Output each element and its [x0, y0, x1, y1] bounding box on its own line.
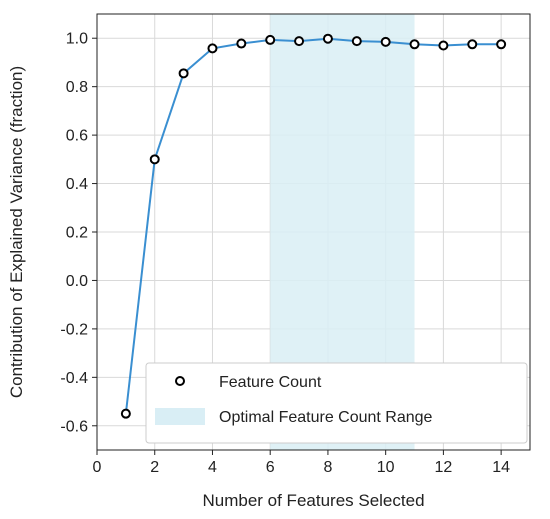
- data-point-4: [207, 43, 218, 54]
- x-tick-label-5: 10: [377, 459, 395, 476]
- y-tick-label-7: 0.8: [66, 79, 88, 96]
- y-tick-label-0: -0.6: [60, 418, 88, 435]
- y-tick-label-5: 0.4: [66, 176, 88, 193]
- data-point-11: [409, 39, 420, 50]
- legend-swatch-optimal-range: [155, 408, 205, 425]
- data-point-1: [120, 408, 131, 419]
- y-tick-label-3: 0.0: [66, 273, 88, 290]
- y-tick-label-4: 0.2: [66, 225, 88, 242]
- x-tick-label-6: 12: [435, 459, 453, 476]
- data-point-9: [351, 36, 362, 47]
- y-axis: -0.6 -0.4 -0.2 0.0 0.2 0.4 0.6 0.8 1.0: [60, 31, 97, 435]
- y-tick-label-1: -0.4: [60, 370, 88, 387]
- data-point-8: [322, 33, 333, 44]
- data-point-2: [149, 154, 160, 165]
- data-point-7: [294, 36, 305, 47]
- x-tick-label-2: 4: [208, 459, 217, 476]
- data-point-3: [178, 68, 189, 79]
- series-layer: [120, 33, 507, 419]
- data-point-6: [265, 34, 276, 45]
- data-point-5: [236, 38, 247, 49]
- legend: Feature Count Optimal Feature Count Rang…: [145, 362, 528, 444]
- legend-marker-feature-count: [175, 376, 185, 386]
- x-tick-label-3: 6: [266, 459, 275, 476]
- y-tick-label-2: -0.2: [60, 321, 88, 338]
- x-axis-title: Number of Features Selected: [202, 491, 424, 510]
- x-axis: 0 2 4 6 8 10 12 14: [93, 450, 510, 476]
- legend-box: [145, 362, 528, 444]
- x-tick-label-0: 0: [93, 459, 102, 476]
- legend-label-optimal-range: Optimal Feature Count Range: [219, 409, 433, 426]
- y-axis-title: Contribution of Explained Variance (frac…: [7, 66, 26, 398]
- legend-label-feature-count: Feature Count: [219, 374, 322, 391]
- y-tick-label-6: 0.6: [66, 128, 88, 145]
- data-point-14: [496, 39, 507, 50]
- x-tick-label-7: 14: [492, 459, 510, 476]
- y-tick-label-8: 1.0: [66, 31, 88, 48]
- data-point-13: [467, 39, 478, 50]
- points: [120, 33, 507, 419]
- x-tick-label-1: 2: [150, 459, 159, 476]
- x-tick-label-4: 8: [323, 459, 332, 476]
- data-point-12: [438, 40, 449, 51]
- data-point-10: [380, 36, 391, 47]
